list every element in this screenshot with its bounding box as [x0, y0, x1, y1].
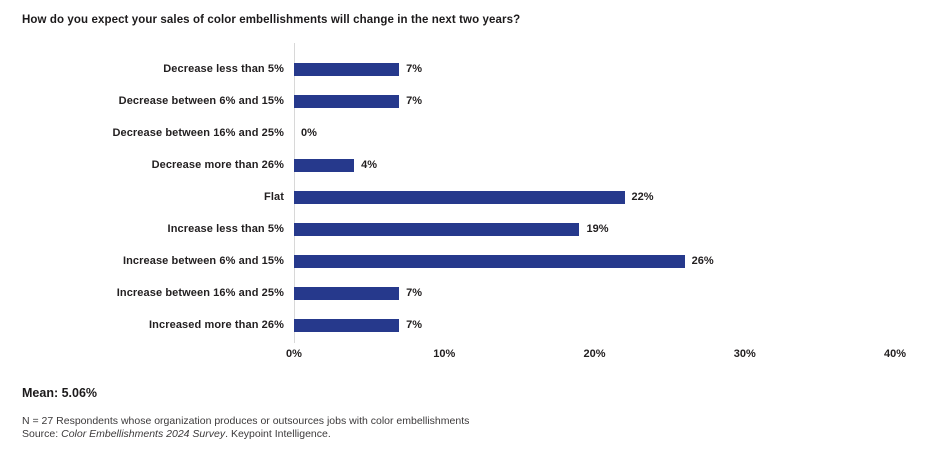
bar-value-label: 7%: [406, 63, 423, 75]
x-axis-tick-label: 30%: [733, 348, 756, 360]
bar-row: Decrease between 16% and 25% 0%: [22, 117, 915, 149]
chart-title: How do you expect your sales of color em…: [22, 14, 521, 26]
x-axis: 0% 10% 20% 30% 40%: [286, 348, 906, 366]
category-label: Flat: [264, 191, 284, 203]
bar-value-label: 26%: [691, 255, 714, 267]
source-note: Source: Color Embellishments 2024 Survey…: [22, 428, 915, 441]
bar-chart: Decrease less than 5% 7% Decrease between …: [22, 43, 915, 366]
bar-row: Increased more than 26% 7%: [22, 309, 915, 341]
bar-row: Increase between 6% and 15% 26%: [22, 245, 915, 277]
x-axis-tick-label: 40%: [883, 348, 907, 360]
bar: [294, 254, 685, 268]
category-label: Decrease between 16% and 25%: [112, 127, 284, 139]
bar-track: 7%: [294, 62, 895, 76]
x-axis-tick-label: 20%: [583, 348, 606, 360]
x-axis-tick-label: 10%: [433, 348, 456, 360]
bar: [294, 318, 400, 332]
bar: [294, 190, 625, 204]
source-prefix: Source:: [22, 428, 62, 440]
bar-rows-container: Decrease less than 5% 7% Decrease between …: [22, 43, 915, 343]
bar: [294, 62, 400, 76]
category-label: Decrease more than 26%: [151, 159, 284, 171]
bar-track: 4%: [294, 158, 895, 172]
bar-track: 7%: [294, 286, 895, 300]
respondents-note: N = 27 Respondents whose organization pr…: [22, 415, 470, 427]
bar-track: 26%: [294, 254, 895, 268]
bar-track: 19%: [294, 222, 895, 236]
bar: [294, 286, 400, 300]
category-label: Increase less than 5%: [167, 223, 284, 235]
source-suffix: . Keypoint Intelligence.: [225, 428, 331, 440]
bar-row: Decrease more than 26% 4%: [22, 149, 915, 181]
bar-value-label: 19%: [586, 223, 609, 235]
bar-row: Increase less than 5% 19%: [22, 213, 915, 245]
bar-track: 22%: [294, 190, 895, 204]
bar: [294, 158, 355, 172]
footnotes: N = 27 Respondents whose organization pr…: [22, 415, 915, 441]
bar-track: 7%: [294, 318, 895, 332]
bar-value-label: 7%: [406, 95, 423, 107]
bar-track: 7%: [294, 94, 895, 108]
category-label: Increase between 6% and 15%: [122, 255, 284, 267]
bar-value-label: 4%: [361, 159, 377, 171]
x-axis-tick-label: 0%: [286, 348, 302, 360]
category-label: Decrease between 6% and 15%: [118, 95, 284, 107]
bar-row: Increase between 16% and 25% 7%: [22, 277, 915, 309]
bar-value-label: 0%: [301, 127, 317, 139]
survey-chart-page: How do you expect your sales of color em…: [22, 14, 915, 441]
category-label: Decrease less than 5%: [163, 63, 284, 75]
bar: [294, 222, 580, 236]
category-label: Increased more than 26%: [149, 319, 284, 331]
category-label: Increase between 16% and 25%: [116, 287, 284, 299]
bar-value-label: 7%: [406, 287, 423, 299]
bar-track: 0%: [294, 127, 895, 140]
source-title: Color Embellishments 2024 Survey: [61, 428, 226, 440]
bar: [294, 94, 400, 108]
mean-value: Mean: 5.06%: [22, 386, 98, 400]
bar-value-label: 22%: [631, 191, 654, 203]
bar-row: Decrease less than 5% 7%: [22, 53, 915, 85]
bar-value-label: 7%: [406, 319, 423, 331]
bar-row: Decrease between 6% and 15% 7%: [22, 85, 915, 117]
bar-row: Flat 22%: [22, 181, 915, 213]
